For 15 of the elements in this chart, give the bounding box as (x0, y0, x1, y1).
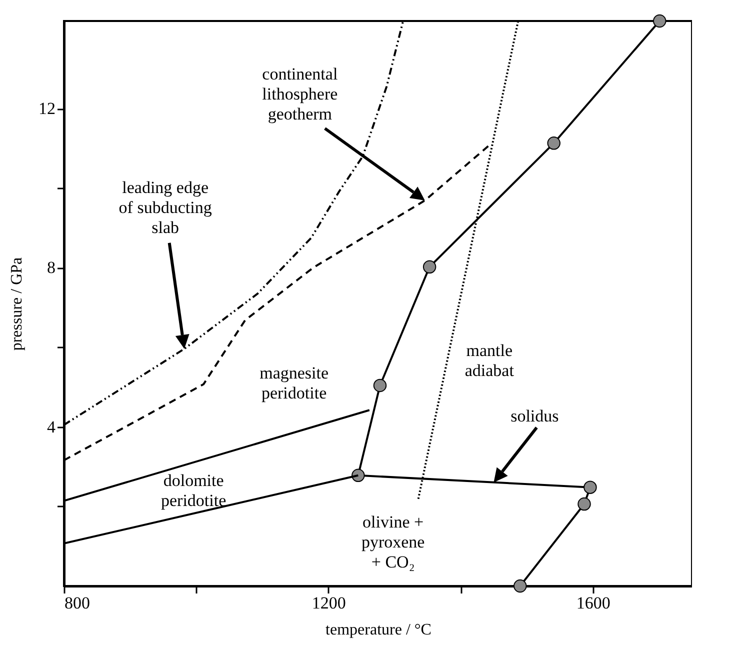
annotation: solidus (510, 406, 559, 426)
annotation: magnesite peridotite (260, 363, 329, 402)
annotation: olivine + pyroxene + CO₂ (361, 512, 425, 572)
x-tick-label: 1600 (576, 594, 610, 612)
annotation: continental lithosphere geotherm (262, 64, 338, 124)
y-tick-label: 4 (47, 417, 56, 436)
y-tick-label: 12 (38, 99, 56, 118)
annotation: dolomite peridotite (160, 471, 226, 510)
annotation: leading edge of subducting slab (118, 178, 212, 237)
x-tick-label: 1200 (312, 594, 346, 612)
x-tick-label: 800 (64, 594, 90, 612)
x-axis-title: temperature / °C (326, 622, 432, 638)
y-axis-title: pressure / GPa (8, 257, 26, 351)
annotation: mantle adiabat (464, 340, 514, 380)
y-tick-label: 8 (47, 258, 56, 278)
